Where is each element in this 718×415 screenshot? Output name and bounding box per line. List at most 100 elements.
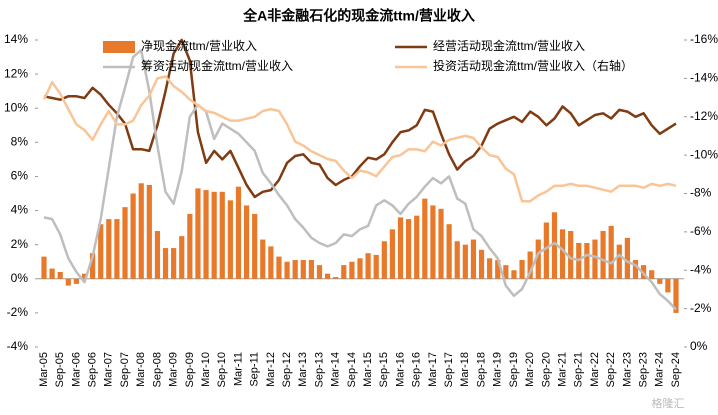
chart-title: 全A非金融石化的现金流ttm/营业收入: [242, 8, 475, 24]
x-tick-label: Sep-13: [313, 352, 325, 387]
bar: [98, 224, 104, 279]
bar: [341, 265, 347, 279]
y2-tick-label: -4%: [690, 262, 712, 276]
x-tick-label: Mar-16: [394, 352, 406, 387]
bar: [349, 261, 355, 279]
bar: [649, 270, 655, 279]
y-tick-label: -4%: [7, 339, 29, 353]
x-tick-label: Sep-08: [151, 352, 163, 387]
bar: [41, 256, 47, 279]
bar: [195, 188, 201, 279]
x-tick-label: Mar-18: [459, 352, 471, 387]
legend-label: 投资活动现金流ttm/营业收入（右轴）: [433, 58, 633, 73]
x-tick-label: Mar-22: [589, 352, 601, 387]
bar: [446, 224, 452, 279]
bar: [138, 183, 144, 279]
bar: [268, 246, 274, 279]
x-tick-label: Sep-16: [411, 352, 423, 387]
bar: [211, 191, 217, 279]
y-tick-label: 10%: [4, 100, 28, 114]
line-series: [43, 48, 677, 311]
bar: [632, 260, 639, 279]
x-tick-label: Mar-11: [232, 352, 244, 386]
x-tick-label: Sep-23: [637, 352, 649, 387]
bar: [357, 258, 363, 279]
x-tick-label: Sep-11: [249, 352, 261, 387]
bar: [592, 239, 598, 279]
x-tick-label: Mar-13: [297, 352, 309, 387]
x-tick-label: Sep-12: [281, 352, 293, 387]
bar: [106, 219, 112, 279]
bar: [535, 239, 541, 279]
x-tick-label: Mar-19: [492, 352, 504, 387]
y2-tick-label: -10%: [690, 147, 718, 161]
x-tick-label: Sep-24: [670, 352, 682, 387]
y2-tick-label: -16%: [690, 32, 718, 46]
x-tick-label: Mar-12: [265, 352, 277, 387]
bar: [284, 261, 290, 279]
bar: [487, 258, 493, 279]
y-tick-label: 8%: [11, 135, 29, 149]
bar: [422, 198, 428, 279]
bar: [657, 278, 663, 284]
bar: [454, 241, 460, 279]
bar: [292, 260, 298, 279]
x-tick-label: Mar-20: [524, 352, 536, 387]
x-tick-label: Sep-14: [346, 352, 358, 387]
y2-tick-label: -12%: [690, 109, 718, 123]
bar: [414, 215, 420, 279]
x-tick-label: Mar-10: [200, 352, 212, 387]
watermark: 格隆汇: [652, 396, 685, 410]
bar: [438, 208, 444, 279]
line-series: [42, 75, 677, 203]
bar: [187, 213, 193, 279]
bar: [665, 278, 671, 293]
x-tick-label: Sep-10: [216, 352, 228, 387]
y2-tick-label: -14%: [690, 71, 718, 85]
x-tick-label: Sep-22: [605, 352, 617, 387]
bar: [227, 200, 233, 279]
bar: [49, 268, 55, 279]
bar: [478, 249, 485, 279]
bar: [179, 236, 185, 279]
bar: [608, 225, 614, 279]
bar: [584, 242, 590, 279]
bar: [90, 253, 96, 279]
bar: [316, 265, 323, 279]
bar: [65, 278, 71, 286]
y2-tick-label: -8%: [690, 186, 712, 200]
x-tick-label: Mar-17: [427, 352, 439, 387]
y2-tick-label: -2%: [690, 301, 712, 315]
y-tick-label: 14%: [4, 32, 28, 46]
bar: [324, 273, 331, 279]
bar: [260, 239, 266, 279]
bar: [81, 273, 88, 279]
x-tick-label: Mar-06: [70, 352, 82, 387]
x-tick-label: Sep-07: [119, 352, 131, 387]
x-tick-label: Mar-07: [103, 352, 115, 387]
bar: [470, 239, 477, 279]
bar: [616, 244, 622, 279]
bar: [397, 217, 404, 279]
y2-tick-label: -6%: [690, 224, 712, 238]
bar: [673, 278, 679, 313]
x-tick-label: Mar-15: [362, 352, 374, 387]
bar: [527, 251, 533, 279]
legend-swatch: [103, 41, 135, 53]
bar: [114, 219, 120, 279]
bar: [235, 186, 242, 279]
y-tick-label: 4%: [11, 203, 29, 217]
bar: [122, 207, 128, 279]
bar: [559, 229, 566, 279]
bar: [276, 256, 282, 279]
bar: [495, 260, 501, 279]
bar: [511, 270, 517, 279]
bar: [130, 193, 136, 279]
x-tick-label: Sep-20: [540, 352, 552, 387]
bar: [57, 271, 63, 279]
y2-tick-label: 0%: [690, 339, 708, 353]
x-tick-label: Sep-18: [475, 352, 487, 387]
legend-label: 筹资活动现金流ttm/营业收入: [141, 58, 293, 73]
bar: [171, 248, 177, 279]
